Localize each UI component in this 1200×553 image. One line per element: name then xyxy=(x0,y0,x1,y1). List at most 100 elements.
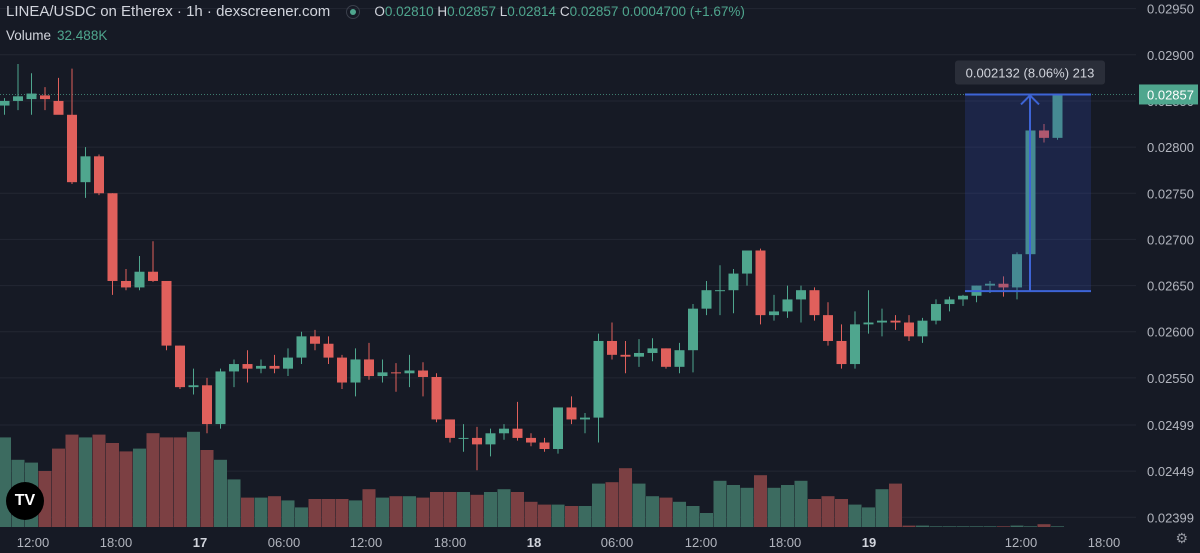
candle-body xyxy=(80,156,91,183)
volume-bar xyxy=(92,434,106,527)
candle-body xyxy=(877,320,887,323)
x-tick-label: 06:00 xyxy=(268,535,301,550)
x-tick-label: 18:00 xyxy=(100,535,133,550)
candle-body xyxy=(863,322,874,325)
x-tick-label: 17 xyxy=(193,535,207,550)
candle-body xyxy=(998,283,1009,288)
volume-bar xyxy=(929,526,943,527)
x-tick-label: 18:00 xyxy=(1088,535,1121,550)
volume-bar xyxy=(227,479,241,527)
candle-body xyxy=(296,336,307,358)
candle-body xyxy=(0,100,10,106)
volume-bar xyxy=(470,494,484,527)
gear-icon[interactable]: ⚙ xyxy=(1175,530,1188,546)
candle-body xyxy=(485,433,496,445)
volume-bar xyxy=(781,485,794,527)
volume-bar xyxy=(457,492,470,527)
tradingview-logo[interactable]: TV xyxy=(6,482,44,520)
volume-bar xyxy=(0,437,11,527)
y-tick-label: 0.02499 xyxy=(1147,418,1194,433)
volume-bar xyxy=(551,504,565,527)
volume-bar xyxy=(659,497,673,527)
candle-body xyxy=(40,95,50,100)
candle-body xyxy=(472,437,482,445)
x-tick-label: 18:00 xyxy=(434,535,467,550)
volume-bar xyxy=(808,499,821,527)
y-tick-label: 0.02600 xyxy=(1147,325,1194,340)
volume-bar xyxy=(200,450,214,527)
volume-bar xyxy=(794,480,808,527)
candle-body xyxy=(958,295,968,300)
candle-body xyxy=(499,428,509,434)
volume-bar xyxy=(889,483,902,527)
time-axis-bg xyxy=(0,529,1200,553)
volume-bar xyxy=(740,487,754,527)
volume-bar xyxy=(511,492,524,527)
volume-bar xyxy=(349,500,362,527)
volume-bar xyxy=(646,496,659,527)
open-label: O xyxy=(374,4,385,19)
volume-bar xyxy=(119,451,133,527)
measure-box xyxy=(965,94,1091,292)
candle-body xyxy=(215,371,226,425)
candle-body xyxy=(917,320,928,337)
last-price-label: 0.02857 xyxy=(1147,87,1194,102)
candle-body xyxy=(985,283,995,286)
x-tick-label: 12:00 xyxy=(685,535,718,550)
candle-body xyxy=(823,315,833,341)
candle-body xyxy=(580,417,590,420)
candle-body xyxy=(67,114,77,183)
candle-body xyxy=(94,156,104,194)
candle-body xyxy=(107,193,118,281)
volume-bar xyxy=(335,499,349,527)
candle-body xyxy=(377,372,388,377)
candle-body xyxy=(715,290,725,292)
candle-body xyxy=(526,437,536,443)
candle-body xyxy=(161,280,172,346)
volume-bar xyxy=(1037,524,1051,527)
candle-body xyxy=(674,350,685,367)
volume-value: 32.488K xyxy=(57,28,108,43)
volume-bar xyxy=(146,433,160,527)
volume-bar xyxy=(727,485,740,527)
candle-body xyxy=(148,271,158,281)
volume-bar xyxy=(322,499,335,527)
candle-body xyxy=(890,320,901,323)
candle-body xyxy=(431,376,442,420)
candle-body xyxy=(256,365,266,369)
y-tick-label: 0.02800 xyxy=(1147,140,1194,155)
volume-bar xyxy=(997,526,1010,527)
candle-body xyxy=(728,273,739,291)
volume-bar xyxy=(875,489,889,527)
measure-label: 0.002132 (8.06%) 213 xyxy=(966,65,1095,80)
candle-body xyxy=(121,280,131,288)
close-value: 0.02857 xyxy=(569,4,619,19)
y-tick-label: 0.02900 xyxy=(1147,48,1194,63)
volume-bar xyxy=(956,526,970,527)
measure-arrow-head xyxy=(1020,94,1040,106)
volume-bar xyxy=(916,525,929,527)
volume-bar xyxy=(254,497,268,527)
volume-bar xyxy=(700,513,713,527)
volume-bar xyxy=(848,504,862,527)
open-value: 0.02810 xyxy=(384,4,434,19)
volume-bar xyxy=(1010,525,1024,527)
candle-body xyxy=(458,437,469,439)
candle-body xyxy=(701,290,712,309)
candle-body xyxy=(634,352,644,357)
high-label: H xyxy=(437,4,448,19)
candle-body xyxy=(782,299,793,312)
volume-bar xyxy=(430,492,443,527)
price-candles xyxy=(0,64,1063,471)
low-value: 0.02814 xyxy=(507,4,557,19)
measure-label-bg xyxy=(955,60,1105,85)
candle-body xyxy=(553,407,563,449)
volume-bar xyxy=(902,525,916,527)
volume-bar xyxy=(362,489,376,527)
y-tick-label: 0.02700 xyxy=(1147,232,1194,247)
volume-bar xyxy=(1051,526,1064,527)
candle-body xyxy=(620,354,631,357)
candle-body xyxy=(242,364,253,369)
volume-bar xyxy=(389,496,403,527)
